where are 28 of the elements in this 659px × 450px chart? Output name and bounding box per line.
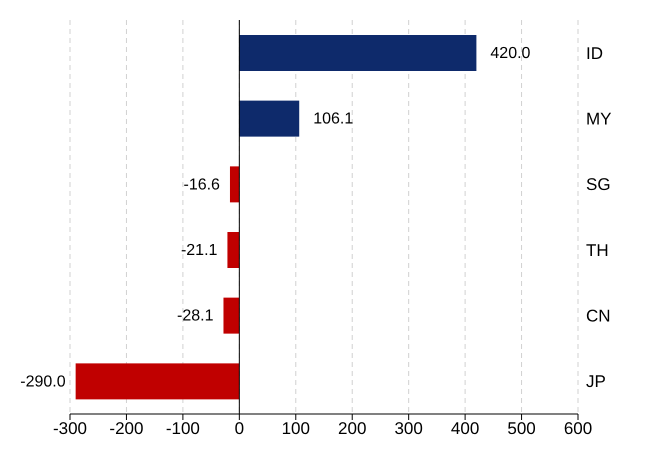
y-tick-label: CN [586,306,611,326]
bar [223,298,240,334]
bar [230,166,240,202]
data-label: -16.6 [183,176,220,194]
bar [76,363,240,400]
data-label: 106.1 [313,110,354,128]
x-tick-label: 400 [450,419,480,438]
x-tick-label: 300 [394,419,423,438]
data-label: -290.0 [20,373,66,390]
y-tick-label: ID [586,44,603,63]
data-label: -28.1 [177,308,214,325]
x-tick-label: -300 [52,419,88,438]
data-label: -21.1 [180,242,218,259]
x-tick-label: -100 [166,419,200,438]
x-tick-label: 100 [282,419,310,438]
y-tick-label: SG [586,175,611,194]
x-tick-label: 600 [564,419,592,438]
x-tick-label: -200 [109,419,144,438]
bar [239,100,300,137]
x-tick-label: 0 [234,419,244,438]
y-tick-label: TH [586,240,609,260]
y-tick-label: JP [586,372,606,392]
bar [239,35,476,71]
bar [227,232,240,268]
x-tick-label: 500 [507,419,536,438]
data-label: 420.0 [490,45,531,62]
y-tick-label: MY [586,110,612,129]
x-tick-label: 200 [338,419,366,438]
